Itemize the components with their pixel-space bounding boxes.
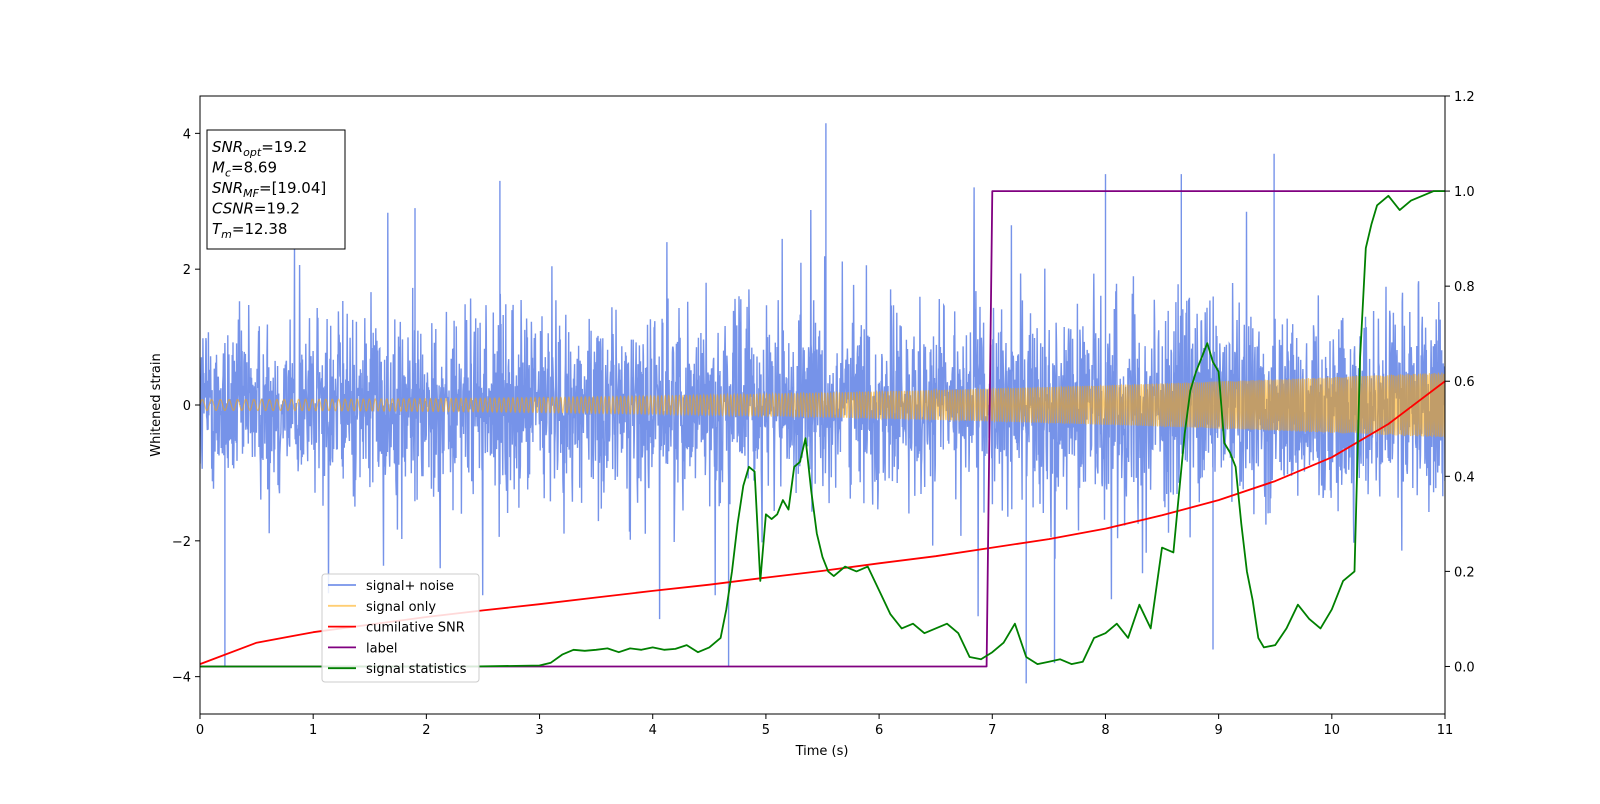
x-tick-label: 8 [1101, 723, 1109, 738]
legend-frame [321, 573, 480, 683]
legend-label: cumilative SNR [366, 621, 465, 636]
axes-layer: 0 1 2 3 4 5 6 7 8 9 10 11 −4 −2 0 2 4 0.0 0.2 0.4 0.6 0.8 1.0 1… [172, 90, 1475, 738]
x-tick-label: 4 [649, 723, 657, 738]
y2-tick-label: 0.8 [1454, 280, 1475, 295]
series-layer [200, 123, 1445, 684]
y-tick-label: −4 [172, 671, 191, 686]
info-subscript: opt [243, 146, 262, 159]
series-label [200, 190, 1445, 668]
series-signal-noise [200, 123, 1445, 684]
info-symbol: SNR [212, 138, 243, 156]
x-tick-label: 7 [988, 723, 996, 738]
info-subscript: c [225, 167, 231, 180]
info-value: =19.2 [261, 138, 307, 156]
x-tick-label: 1 [309, 723, 317, 738]
y-tick-label: 0 [183, 399, 191, 414]
info-line: CSNR=19.2 [212, 200, 300, 218]
info-value: =12.38 [232, 220, 288, 238]
info-symbol: CSNR [212, 200, 254, 218]
y2-tick-label: 0.4 [1454, 470, 1475, 485]
x-axis-label: Time (s) [795, 744, 849, 759]
legend-label: signal statistics [366, 662, 467, 677]
legend-label: signal+ noise [366, 579, 454, 594]
info-symbol: T [212, 220, 223, 238]
x-tick-label: 11 [1437, 723, 1454, 738]
y2-tick-label: 1.0 [1454, 185, 1475, 200]
series-signal-statistics [200, 190, 1445, 668]
x-tick-label: 3 [535, 723, 543, 738]
legend: signal+ noise signal only cumilative SNR la… [321, 573, 480, 683]
info-value: =[19.04] [259, 179, 326, 197]
info-value: =8.69 [231, 159, 277, 177]
y2-tick-label: 0.6 [1454, 375, 1475, 390]
y2-tick-label: 0.0 [1454, 660, 1475, 675]
y-tick-label: 4 [183, 127, 191, 142]
info-line: SNRopt=19.2 [212, 138, 307, 159]
x-tick-label: 9 [1214, 723, 1222, 738]
x-tick-label: 2 [422, 723, 430, 738]
info-line: Tm=12.38 [212, 220, 287, 241]
info-line: Mc=8.69 [212, 159, 277, 180]
info-box-frame [206, 129, 346, 250]
x-tick-label: 5 [762, 723, 770, 738]
legend-label: label [366, 641, 397, 656]
y-axis-label: Whitened strain [149, 353, 164, 456]
y2-tick-label: 1.2 [1454, 90, 1475, 105]
y-tick-label: 2 [183, 263, 191, 278]
x-tick-label: 0 [196, 723, 204, 738]
info-symbol: SNR [212, 179, 243, 197]
x-tick-label: 6 [875, 723, 883, 738]
info-subscript: m [221, 228, 232, 241]
info-line: SNRMF=[19.04] [212, 179, 326, 200]
y-tick-label: −2 [172, 535, 191, 550]
info-symbol: M [212, 159, 225, 177]
info-subscript: MF [243, 187, 259, 200]
legend-label: signal only [366, 600, 436, 615]
x-tick-label: 10 [1324, 723, 1341, 738]
info-value: =19.2 [254, 200, 300, 218]
series-signal-only [200, 372, 1445, 438]
info-box: SNRopt=19.2Mc=8.69SNRMF=[19.04]CSNR=19.2… [206, 129, 346, 250]
y2-tick-label: 0.2 [1454, 565, 1475, 580]
